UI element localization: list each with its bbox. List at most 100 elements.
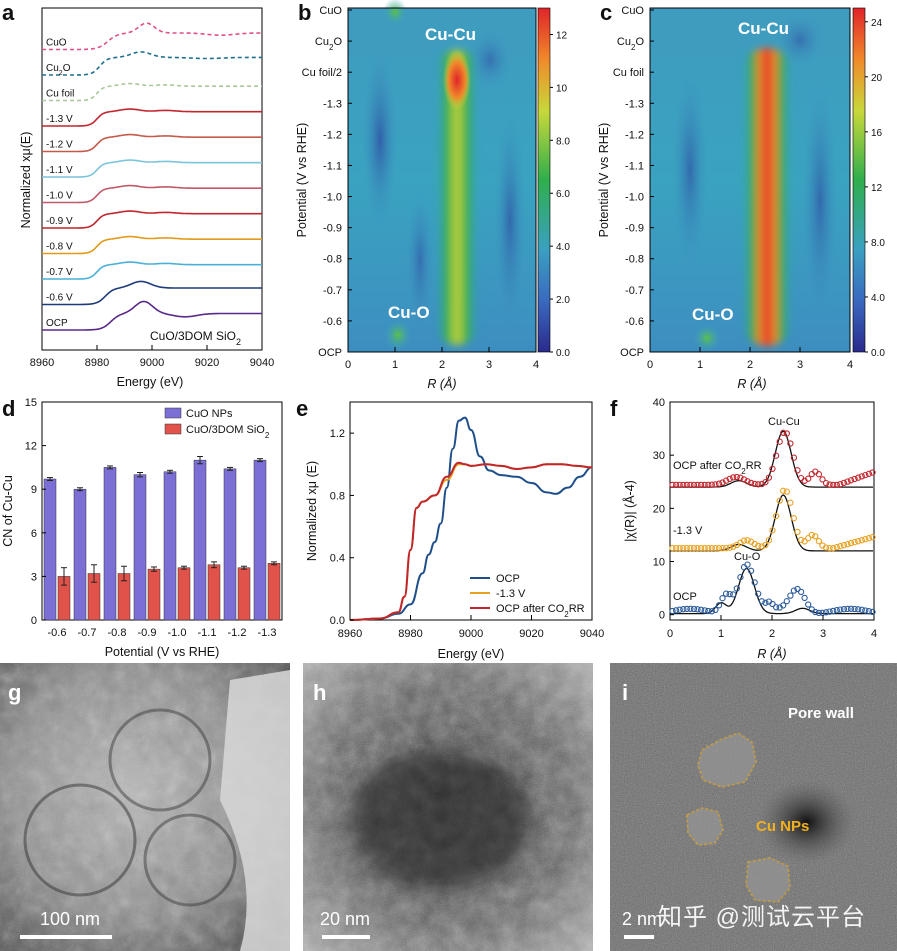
panel-f-data-point	[708, 608, 715, 615]
heatmap-y-tick-label: -0.6	[323, 316, 342, 328]
heatmap-x-tick-label: 3	[486, 359, 492, 371]
panel-f-data-point	[676, 481, 683, 489]
micrograph-g-pore	[143, 813, 237, 907]
panel-e-legend: OCP -1.3 V OCP after CO2RR	[470, 573, 585, 619]
heatmap-b-cu-cu-ridge	[436, 50, 478, 345]
panel-f-data-point	[683, 605, 690, 613]
panel-f-data-point	[847, 540, 855, 547]
micrograph-h-pore	[350, 750, 530, 890]
panel-f-data-point	[780, 487, 787, 494]
panel-f-data-point	[869, 608, 876, 616]
panel-e-y-tick-label: 0.4	[330, 553, 345, 565]
panel-a-spectrum	[42, 108, 262, 127]
legend-label-ocp-after: OCP after CO2RR	[496, 603, 585, 619]
panel-f-data-point	[794, 528, 801, 536]
panel-f-data-point	[719, 595, 726, 602]
panel-d-bar	[237, 567, 251, 621]
panel-d-bars	[43, 456, 281, 621]
heatmap-b-y-ticks: OCP -0.6 -0.7 -0.8 -0.9 -1.0 -1.1 -1.2 -1.3 Cu fo…	[302, 5, 352, 359]
panel-a-x-tick-label: 9020	[195, 357, 219, 369]
heatmap-c-low-region	[672, 70, 708, 270]
panel-f-data-point	[801, 594, 808, 602]
heatmap-x-tick-label: 2	[439, 359, 445, 371]
legend-label-ocp: OCP	[496, 573, 520, 585]
micrograph-i-pore-wall-label: Pore wall	[788, 705, 854, 722]
panel-f-lines	[669, 429, 876, 617]
colorbar-tick-label: 0.0	[871, 348, 885, 359]
micrograph-i-nanoparticle	[686, 807, 724, 846]
panel-f-x-tick-label: 4	[871, 628, 877, 640]
panel-f-data-point	[730, 543, 737, 550]
micrograph-i-pore	[720, 750, 860, 870]
panel-f-data-point	[758, 598, 765, 605]
panel-d-x-tick-label: -0.7	[78, 627, 97, 639]
panel-letter-c: c	[600, 0, 612, 25]
panel-f-data-point	[701, 545, 708, 552]
heatmap-y-tick-label: Cu foil/2	[302, 67, 342, 79]
panel-e-frame	[349, 401, 593, 621]
colorbar-tick-label: 10	[556, 83, 568, 94]
panel-e-y-tick-label: 0.0	[330, 615, 345, 627]
panel-d-bar	[73, 488, 87, 621]
panel-d-bar	[43, 478, 57, 621]
panel-f-data-point	[819, 476, 826, 483]
panel-f-data-point	[830, 607, 837, 615]
panel-f-data-point	[776, 438, 783, 445]
heatmap-c-xlabel: R (Å)	[737, 376, 766, 391]
panel-f-data-point	[676, 606, 683, 613]
panel-f-data-point	[865, 535, 873, 542]
panel-d-bar	[193, 459, 207, 621]
panel-f-data-point	[822, 479, 830, 487]
colorbar-tick-label: 20	[871, 73, 883, 84]
colorbar-tick-label: 16	[871, 128, 883, 139]
panel-d-x-tick-label: -1.1	[198, 627, 217, 639]
heatmap-y-tick-label: -0.8	[625, 254, 644, 266]
panel-f-data-point	[687, 545, 694, 552]
panel-f-data-point	[719, 479, 726, 486]
panel-f-data-point	[869, 469, 876, 476]
panel-f-data-point	[712, 481, 719, 488]
panel-f-data-point	[844, 605, 851, 613]
panel-f-data-point	[705, 607, 712, 615]
panel-f-y-tick-label: 20	[653, 503, 665, 515]
heatmap-y-tick-label: CuO	[621, 5, 644, 17]
heatmap-y-tick-label: -0.7	[323, 285, 342, 297]
panel-f-data-point	[794, 467, 801, 474]
panel-f-data-point	[822, 609, 830, 616]
legend-swatch-cuo-nps	[164, 407, 182, 419]
panel-f-data-point	[826, 544, 833, 552]
colorbar-tick-label: 4.0	[556, 242, 570, 253]
legend-label-1-3v: -1.3 V	[496, 588, 526, 600]
panel-f-data-point	[865, 470, 873, 477]
panel-letter-i: i	[622, 680, 628, 705]
panel-e-spectrum	[349, 463, 593, 621]
heatmap-y-tick-label: -1.2	[323, 129, 342, 141]
panel-a-xlabel: Energy (eV)	[117, 375, 184, 389]
panel-a-annotation: CuO/3DOM SiO2	[150, 329, 241, 347]
heatmap-b-x-ticks: 0 1 2 3 4	[345, 347, 539, 371]
panel-f-data-point	[840, 479, 848, 487]
panel-f-data-point	[772, 452, 780, 459]
panel-f-data-point	[840, 542, 848, 549]
heatmap-b-ylabel: Potential (V vs RHE)	[295, 123, 309, 238]
panel-a-series-label: Cu foil	[46, 89, 74, 100]
panel-a-series-label: -1.3 V	[46, 114, 73, 125]
panel-a-spectrum	[42, 82, 262, 102]
heatmap-c-cu-cu-label: Cu-Cu	[738, 19, 789, 38]
panel-d-bar	[207, 564, 221, 621]
panel-d-bar	[267, 563, 281, 621]
panel-f-data-point	[790, 587, 798, 594]
panel-f-data-point	[758, 543, 765, 550]
micrograph-g-pore	[108, 708, 212, 812]
colorbar-tick-label: 4.0	[871, 293, 885, 304]
panel-f-data-point	[697, 481, 705, 489]
panel-f-data-point	[751, 540, 758, 548]
panel-d-ylabel: CN of Cu-Cu	[1, 475, 15, 547]
panel-f-data-point	[862, 536, 869, 543]
heatmap-c-low-region	[802, 80, 838, 320]
panel-f-data-point	[726, 544, 733, 551]
micrograph-i-nanoparticle	[745, 857, 791, 903]
panel-f-data-point	[715, 480, 723, 487]
panel-letter-a: a	[2, 0, 15, 25]
panel-a-spectrum	[42, 280, 262, 306]
